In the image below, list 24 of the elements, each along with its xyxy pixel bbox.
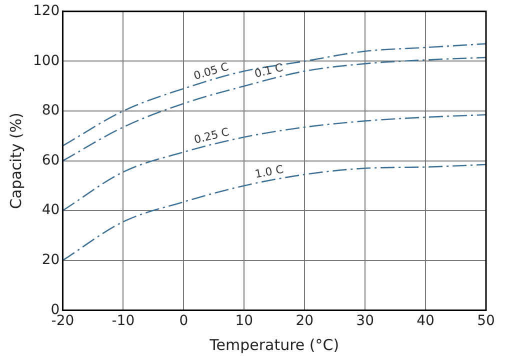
y-tick-label: 40 xyxy=(42,202,60,218)
line-series xyxy=(62,164,486,262)
text: 0.25 C xyxy=(192,125,231,146)
y-tick-label: 100 xyxy=(32,52,60,69)
line-series xyxy=(62,43,486,147)
x-tick-label: -20 xyxy=(51,313,74,330)
x-tick-label: 50 xyxy=(477,313,495,330)
y-axis-title: Capacity (%) xyxy=(6,112,25,209)
text: 1.0 C xyxy=(254,162,285,181)
x-tick-label: 20 xyxy=(296,313,314,330)
line-series xyxy=(62,114,486,212)
y-tick-label: 120 xyxy=(32,3,60,20)
x-tick-label: 40 xyxy=(416,313,434,330)
text: 0.05 C xyxy=(192,60,230,82)
line-series xyxy=(62,56,486,162)
x-tick-label: -10 xyxy=(112,313,135,330)
x-tick-label: 0 xyxy=(179,313,188,330)
y-tick-label: 80 xyxy=(42,102,60,119)
x-axis-title: Temperature (°C) xyxy=(208,336,340,354)
y-tick-label: 60 xyxy=(42,152,60,168)
text: 0.1 C xyxy=(253,60,284,80)
y-tick-label: 20 xyxy=(42,252,60,268)
x-tick-label: 10 xyxy=(235,313,254,330)
x-tick-label: 30 xyxy=(356,313,374,330)
